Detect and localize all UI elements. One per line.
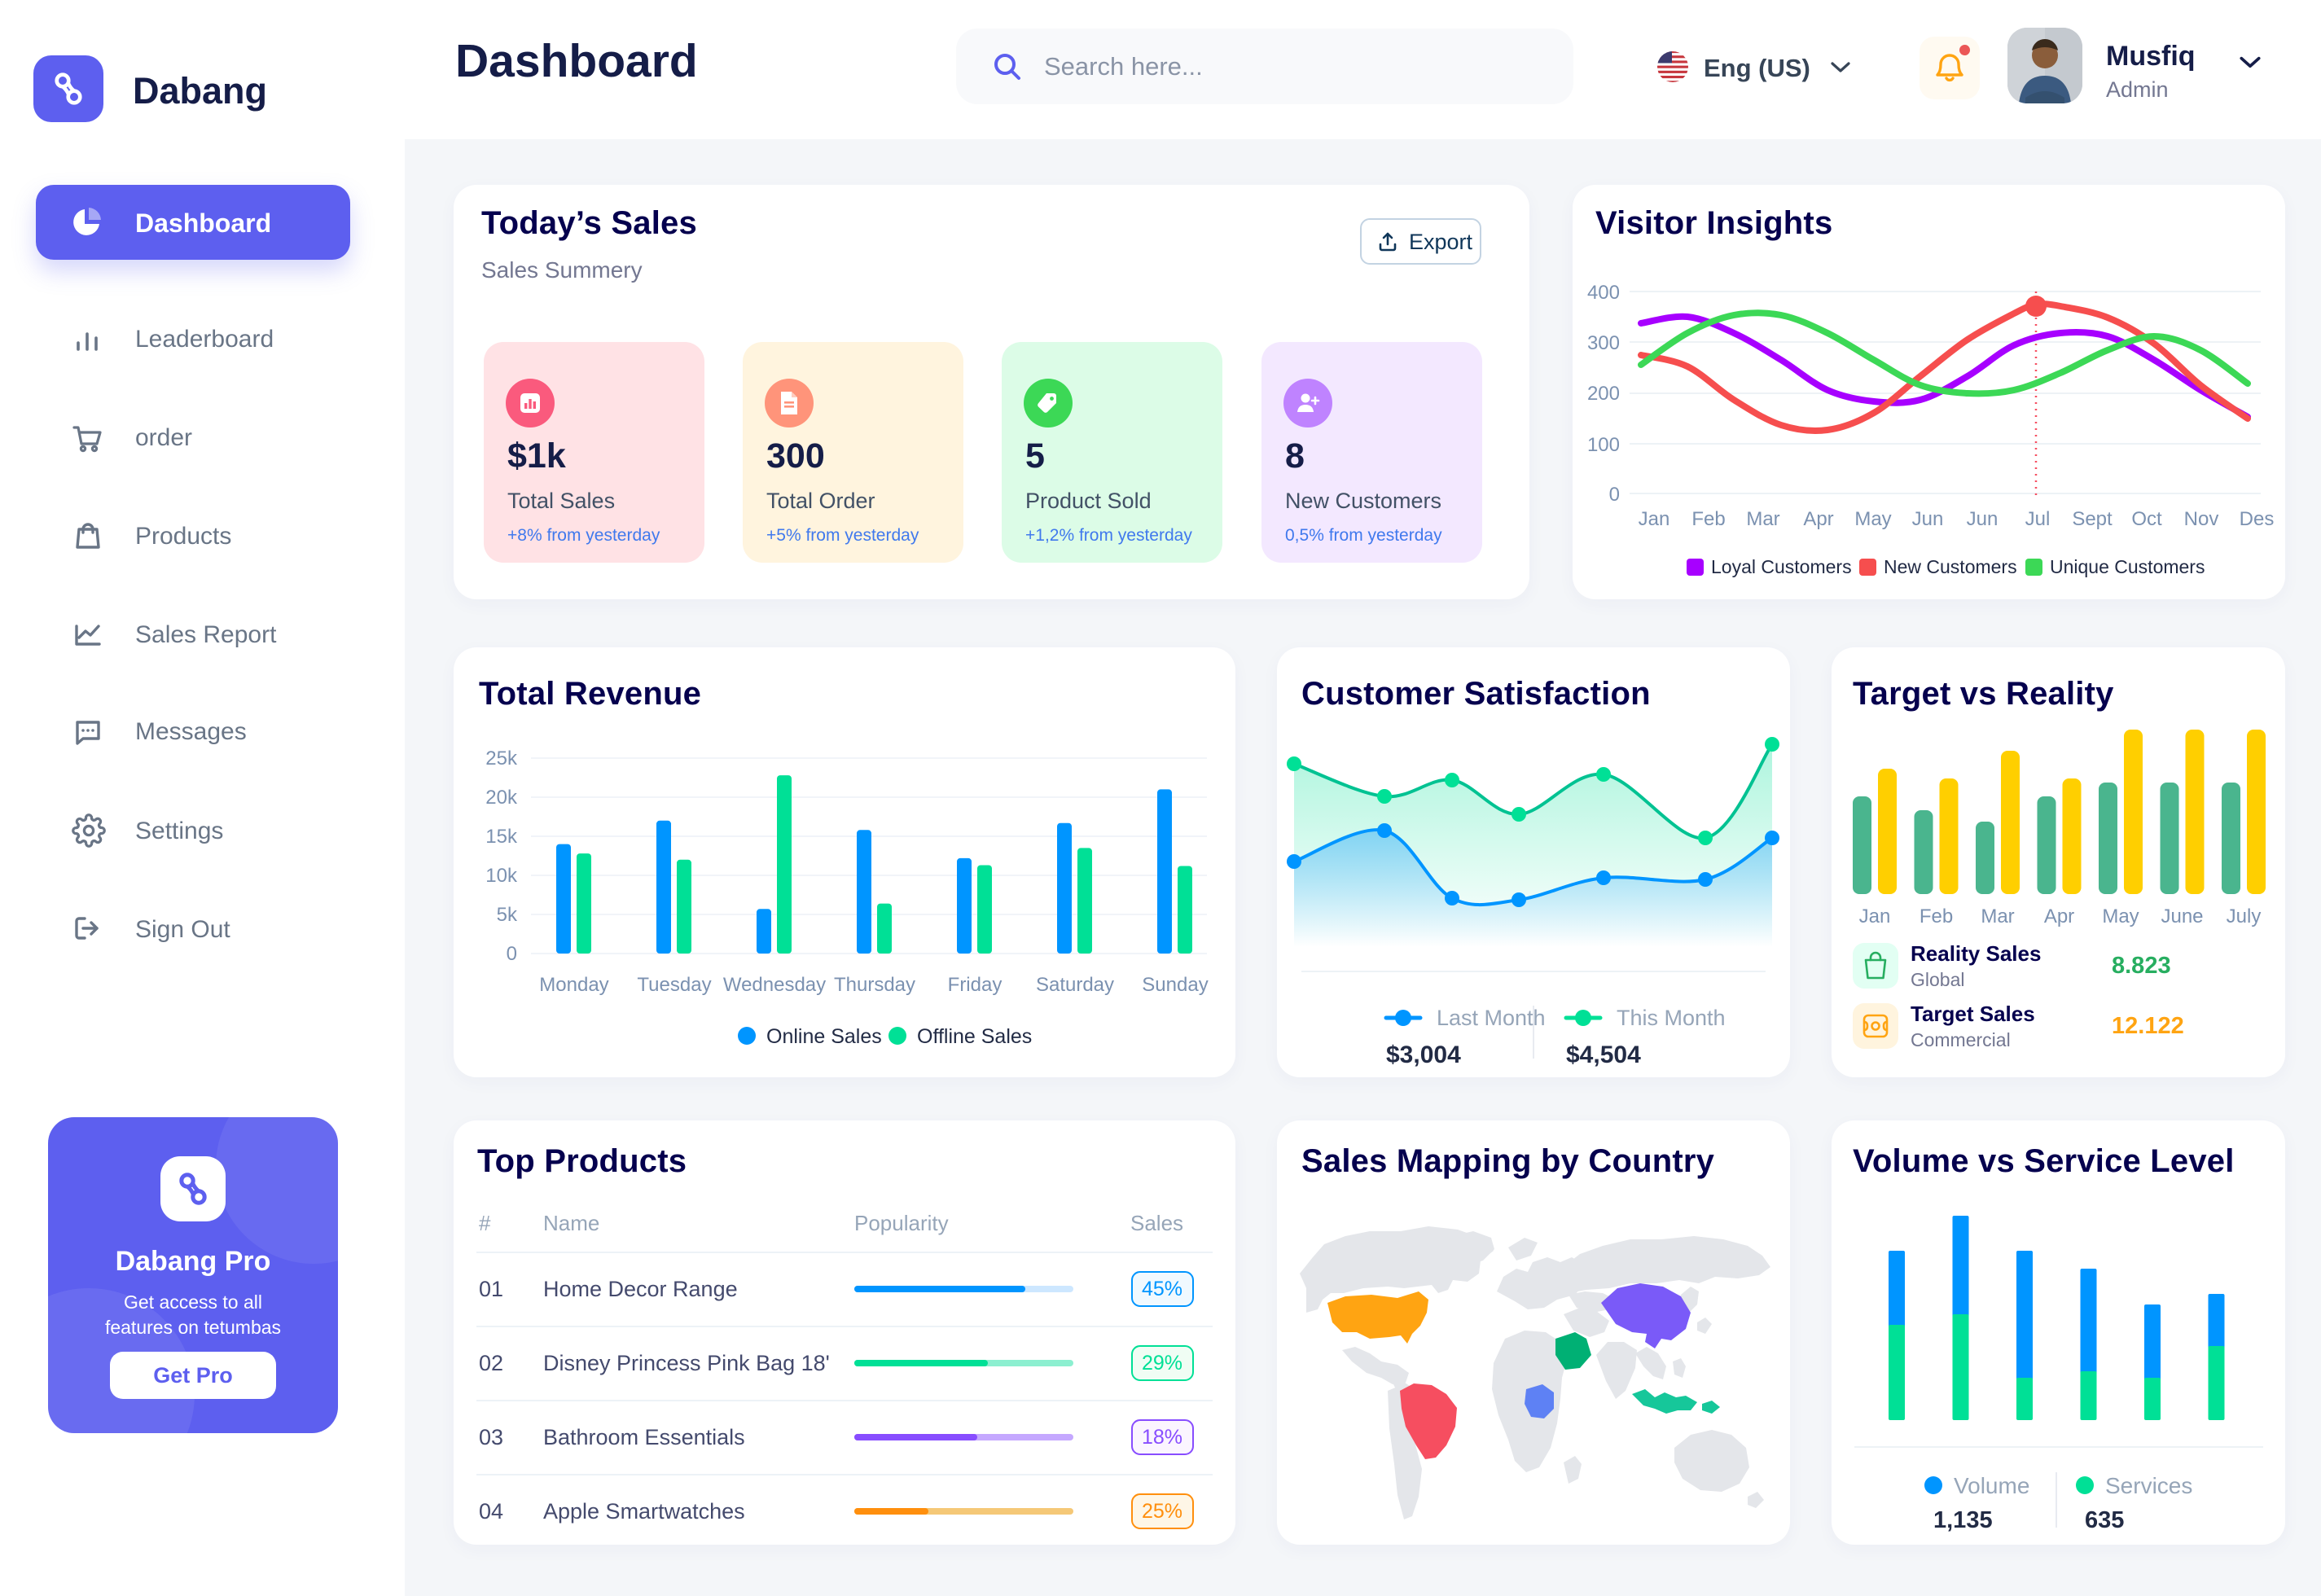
svg-text:Apr: Apr (1803, 508, 1833, 530)
svg-text:Sept: Sept (2072, 508, 2113, 530)
svg-text:Unique Customers: Unique Customers (2050, 556, 2205, 577)
svg-text:Services: Services (2105, 1473, 2192, 1498)
svg-text:100: 100 (1587, 434, 1620, 456)
svg-text:Name: Name (543, 1211, 599, 1235)
svg-text:Feb: Feb (1691, 508, 1725, 530)
svg-text:Global: Global (1911, 969, 1964, 990)
svg-text:Nov: Nov (2184, 508, 2219, 530)
svg-text:Sunday: Sunday (1142, 974, 1208, 996)
svg-text:1,135: 1,135 (1933, 1507, 1993, 1533)
svg-text:Loyal Customers: Loyal Customers (1711, 556, 1852, 577)
svg-text:Saturday: Saturday (1036, 974, 1114, 996)
svg-text:Disney Princess Pink Bag 18': Disney Princess Pink Bag 18' (543, 1351, 830, 1375)
svg-text:400: 400 (1587, 282, 1620, 304)
svg-text:Tuesday: Tuesday (637, 974, 711, 996)
svg-text:Jun: Jun (1967, 508, 1999, 530)
svg-text:$4,504: $4,504 (1566, 1041, 1641, 1068)
svg-text:Apr: Apr (2044, 905, 2074, 927)
svg-text:#: # (479, 1211, 491, 1235)
svg-text:Thursday: Thursday (834, 974, 915, 996)
svg-text:Jan: Jan (1639, 508, 1670, 530)
svg-text:Sales: Sales (1130, 1211, 1183, 1235)
svg-text:03: 03 (479, 1425, 503, 1449)
svg-text:635: 635 (2085, 1507, 2124, 1533)
svg-text:04: 04 (479, 1499, 503, 1524)
svg-text:Jan: Jan (1859, 905, 1891, 927)
svg-text:Mar: Mar (1746, 508, 1779, 530)
svg-text:Target Sales: Target Sales (1911, 1002, 2035, 1026)
svg-text:45%: 45% (1142, 1278, 1182, 1300)
svg-text:8.823: 8.823 (2112, 953, 2171, 979)
svg-text:Des: Des (2240, 508, 2275, 530)
svg-text:0: 0 (1609, 484, 1620, 506)
svg-text:5k: 5k (497, 904, 518, 926)
svg-text:Oct: Oct (2131, 508, 2162, 530)
svg-text:May: May (2102, 905, 2139, 927)
svg-text:29%: 29% (1142, 1352, 1182, 1375)
svg-text:Feb: Feb (1920, 905, 1953, 927)
svg-text:Commercial: Commercial (1911, 1029, 2011, 1050)
svg-text:Home Decor Range: Home Decor Range (543, 1277, 738, 1301)
svg-text:20k: 20k (485, 787, 518, 809)
svg-text:25%: 25% (1142, 1500, 1182, 1523)
svg-text:Jul: Jul (2025, 508, 2051, 530)
svg-text:This Month: This Month (1617, 1006, 1726, 1030)
svg-text:18%: 18% (1142, 1426, 1182, 1449)
svg-text:15k: 15k (485, 826, 518, 848)
svg-text:Volume: Volume (1954, 1473, 2029, 1498)
svg-text:Online Sales: Online Sales (766, 1025, 882, 1048)
svg-text:New Customers: New Customers (1884, 556, 2017, 577)
svg-text:Offline Sales: Offline Sales (917, 1025, 1032, 1048)
svg-text:300: 300 (1587, 332, 1620, 354)
svg-text:July: July (2227, 905, 2262, 927)
svg-text:Jun: Jun (1912, 508, 1944, 530)
svg-text:Bathroom Essentials: Bathroom Essentials (543, 1425, 745, 1449)
svg-text:Reality Sales: Reality Sales (1911, 941, 2041, 966)
svg-text:Wednesday: Wednesday (723, 974, 826, 996)
svg-text:200: 200 (1587, 383, 1620, 405)
svg-text:May: May (1854, 508, 1891, 530)
svg-text:Apple Smartwatches: Apple Smartwatches (543, 1499, 745, 1524)
svg-text:June: June (2161, 905, 2203, 927)
svg-text:10k: 10k (485, 865, 518, 887)
svg-text:Friday: Friday (948, 974, 1003, 996)
svg-text:0: 0 (507, 943, 517, 965)
svg-text:12.122: 12.122 (2112, 1013, 2184, 1039)
svg-text:Popularity: Popularity (854, 1211, 949, 1235)
svg-text:$3,004: $3,004 (1386, 1041, 1461, 1068)
svg-text:02: 02 (479, 1351, 503, 1375)
svg-text:01: 01 (479, 1277, 503, 1301)
svg-text:Last Month: Last Month (1437, 1006, 1546, 1030)
svg-text:Mar: Mar (1981, 905, 2014, 927)
svg-text:25k: 25k (485, 748, 518, 770)
svg-text:Monday: Monday (539, 974, 608, 996)
